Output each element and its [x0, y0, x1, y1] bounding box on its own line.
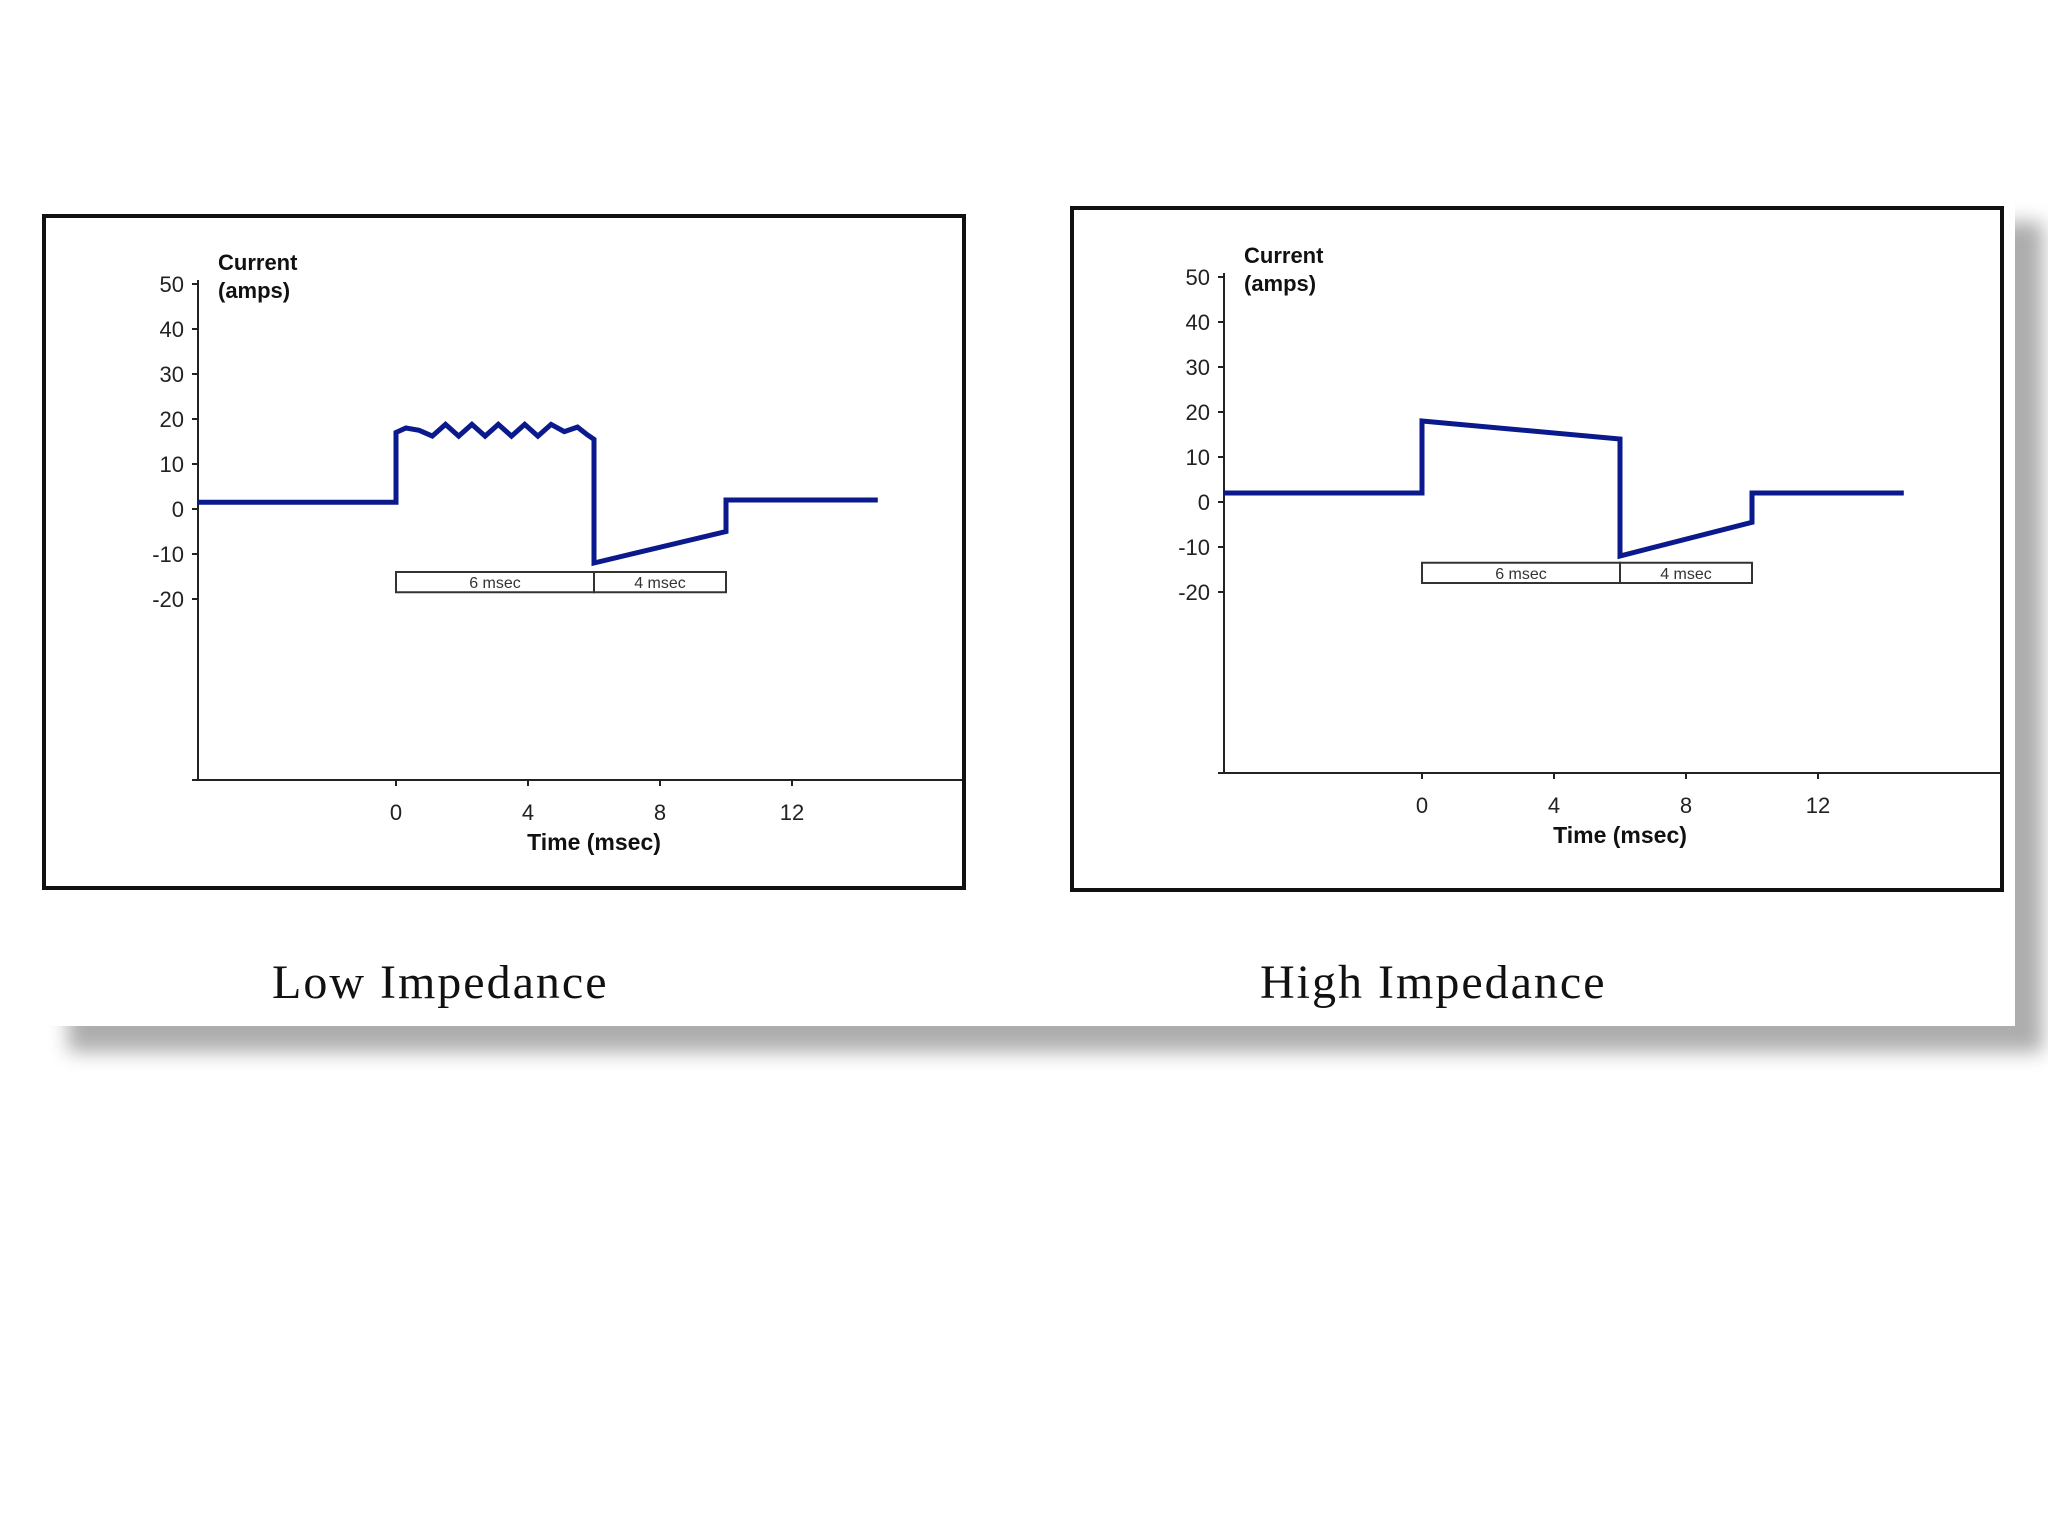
y-tick-label: 20 [160, 407, 184, 432]
x-tick-label: 0 [1416, 793, 1428, 818]
x-tick-label: 8 [654, 800, 666, 825]
x-tick-label: 0 [390, 800, 402, 825]
y-tick-label: 40 [1186, 310, 1210, 335]
y-tick-label: 30 [160, 362, 184, 387]
y-tick-label: 0 [1198, 490, 1210, 515]
duration-label: 6 msec [469, 575, 521, 592]
y-tick-label: 40 [160, 317, 184, 342]
x-tick-label: 12 [780, 800, 804, 825]
duration-label: 4 msec [1660, 566, 1712, 583]
x-axis-label: Time (msec) [1553, 822, 1687, 848]
y-tick-label: -10 [1178, 535, 1210, 560]
y-tick-label: -20 [1178, 580, 1210, 605]
y-tick-label: 50 [1186, 265, 1210, 290]
x-tick-label: 4 [1548, 793, 1560, 818]
duration-box [593, 571, 727, 594]
current-waveform-line [198, 421, 878, 567]
y-tick-label: -20 [152, 587, 184, 612]
x-tick-label: 12 [1806, 793, 1830, 818]
y-tick-label: 10 [160, 452, 184, 477]
current-waveform-line [1224, 418, 1904, 560]
y-tick-label: 10 [1186, 445, 1210, 470]
caption-high-impedance: High Impedance [1260, 956, 1607, 1009]
y-axis-label: Current [1244, 243, 1324, 268]
chart-panel-low-impedance: 50 40 30 20 10 0 -10 -20 0 4 8 12 Current (amps) Time … [42, 214, 966, 890]
y-tick-label: 50 [160, 272, 184, 297]
duration-label: 6 msec [1495, 566, 1547, 583]
chart-panel-high-impedance: 50 40 30 20 10 0 -10 -20 0 4 8 12 Current (amps) Time … [1070, 206, 2004, 892]
duration-label: 4 msec [634, 575, 686, 592]
y-tick-label: 30 [1186, 355, 1210, 380]
x-axis-label: Time (msec) [527, 829, 661, 855]
x-tick-label: 4 [522, 800, 534, 825]
y-axis-label: (amps) [1244, 271, 1316, 296]
x-tick-label: 8 [1680, 793, 1692, 818]
y-tick-label: -10 [152, 542, 184, 567]
caption-low-impedance: Low Impedance [272, 956, 609, 1009]
y-axis-label: Current [218, 250, 298, 275]
y-axis-label: (amps) [218, 278, 290, 303]
chart-high-impedance: 50 40 30 20 10 0 -10 -20 0 4 8 12 Current (amps) Time … [1178, 243, 2000, 848]
y-tick-label: 20 [1186, 400, 1210, 425]
y-tick-label: 0 [172, 497, 184, 522]
chart-low-impedance: 50 40 30 20 10 0 -10 -20 0 4 8 12 Current (amps) Time … [152, 250, 962, 855]
duration-box [1619, 561, 1753, 584]
